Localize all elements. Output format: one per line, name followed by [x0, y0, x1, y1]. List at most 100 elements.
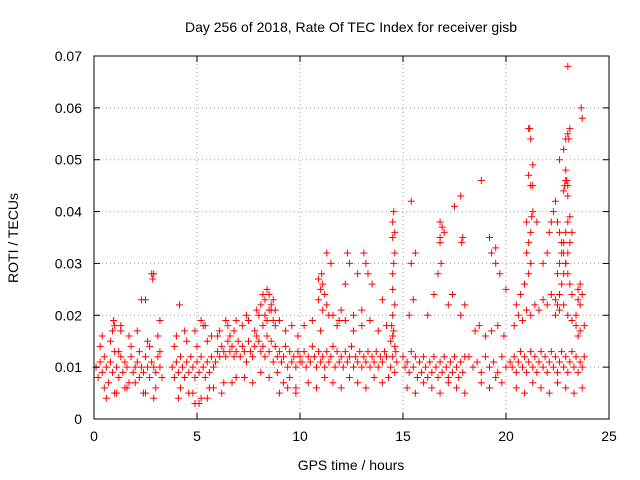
data-point: [269, 316, 277, 324]
y-tick-label: 0.04: [55, 204, 82, 220]
data-point: [205, 368, 213, 376]
data-point: [125, 379, 133, 387]
data-point: [306, 358, 314, 366]
data-point: [457, 311, 465, 319]
data-point: [106, 337, 114, 345]
data-point: [240, 348, 248, 356]
data-point: [150, 363, 158, 371]
data-point: [284, 363, 292, 371]
data-point: [137, 363, 145, 371]
data-point: [387, 363, 395, 371]
data-point: [261, 353, 269, 361]
data-point: [566, 213, 574, 221]
data-point: [574, 296, 582, 304]
data-point: [389, 353, 397, 361]
data-point: [269, 296, 277, 304]
data-point: [415, 358, 423, 366]
data-point: [471, 327, 479, 335]
data-point: [529, 379, 537, 387]
data-point: [106, 358, 114, 366]
data-point: [315, 348, 323, 356]
data-point: [302, 363, 310, 371]
data-point: [383, 353, 391, 361]
data-point: [242, 358, 250, 366]
data-point: [110, 316, 118, 324]
data-point: [234, 337, 242, 345]
data-point: [125, 332, 133, 340]
data-point: [488, 327, 496, 335]
data-point: [492, 244, 500, 252]
data-point: [249, 353, 257, 361]
data-point: [341, 316, 349, 324]
data-point: [191, 399, 199, 407]
data-point: [521, 389, 529, 397]
data-point: [486, 234, 494, 241]
data-point: [168, 363, 176, 371]
data-point: [502, 363, 510, 371]
data-point: [551, 311, 559, 319]
data-point: [562, 259, 570, 267]
data-point: [564, 192, 572, 200]
data-point: [411, 389, 419, 397]
data-point: [409, 363, 417, 371]
data-point: [574, 332, 582, 340]
data-point: [420, 353, 428, 361]
data-point: [133, 358, 141, 366]
data-point: [318, 270, 326, 278]
data-point: [570, 389, 578, 397]
data-point: [556, 156, 564, 164]
data-point: [529, 161, 537, 169]
data-point: [150, 270, 158, 278]
data-point: [267, 301, 275, 309]
data-point: [172, 332, 180, 340]
data-point: [356, 348, 364, 356]
data-point: [226, 332, 234, 340]
data-point: [560, 145, 568, 153]
data-point: [401, 363, 409, 371]
data-point: [370, 374, 378, 382]
data-point: [554, 368, 561, 376]
data-point: [438, 368, 446, 376]
data-point: [436, 239, 444, 247]
data-point: [543, 301, 551, 309]
data-point: [531, 301, 539, 309]
data-point: [144, 363, 152, 371]
data-point: [298, 358, 306, 366]
data-point: [486, 363, 494, 371]
data-point: [378, 379, 386, 387]
chart-title: Day 256 of 2018, Rate Of TEC Index for r…: [185, 19, 517, 35]
data-point: [183, 337, 191, 345]
data-point: [282, 327, 290, 335]
data-point: [506, 358, 514, 366]
data-point: [230, 327, 238, 335]
data-point: [181, 327, 189, 335]
data-point: [343, 249, 351, 257]
data-point: [149, 275, 157, 283]
data-point: [152, 384, 160, 392]
data-point: [253, 332, 261, 340]
data-point: [265, 374, 273, 382]
data-point: [113, 389, 121, 397]
data-point: [337, 306, 345, 314]
data-point: [426, 358, 434, 366]
data-point: [437, 259, 445, 267]
data-point: [273, 353, 281, 361]
data-point: [197, 353, 205, 361]
data-point: [498, 379, 506, 387]
data-point: [203, 337, 211, 345]
data-point: [391, 249, 399, 257]
data-point: [358, 363, 366, 371]
data-point: [558, 348, 566, 356]
data-point: [319, 280, 327, 288]
data-point: [329, 379, 337, 387]
data-point: [458, 239, 466, 247]
data-point: [170, 342, 178, 350]
data-point: [220, 348, 228, 356]
data-point: [158, 374, 166, 382]
data-point: [255, 311, 263, 319]
data-point: [372, 348, 380, 356]
data-point: [448, 291, 456, 299]
data-point: [177, 384, 185, 392]
data-point: [96, 358, 104, 366]
data-point: [240, 374, 248, 382]
